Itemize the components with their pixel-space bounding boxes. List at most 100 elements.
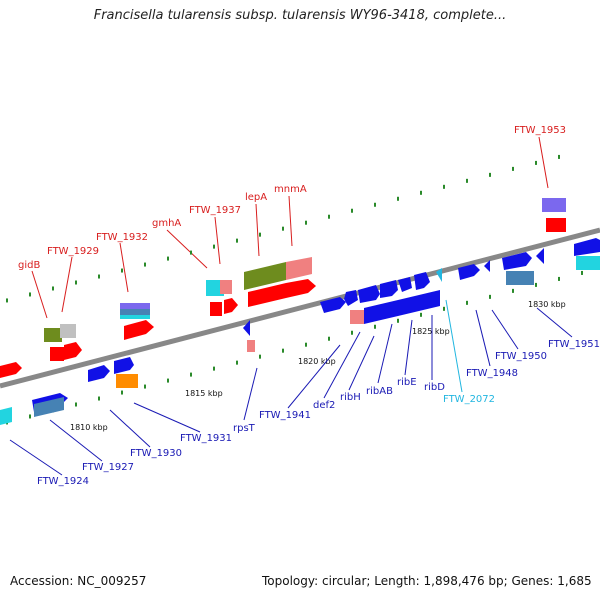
tick-mark [558, 276, 560, 281]
leader-line [287, 344, 341, 409]
gene-label-FTW_2072[interactable]: FTW_2072 [443, 394, 495, 405]
gene-label-FTW_1927[interactable]: FTW_1927 [82, 462, 134, 473]
gene-feature[interactable] [506, 271, 534, 285]
tick-mark [489, 294, 491, 299]
gene-feature[interactable] [542, 198, 566, 212]
leader-line [61, 256, 73, 313]
gene-feature[interactable] [114, 357, 134, 374]
map-title: Francisella tularensis subsp. tularensis… [93, 8, 507, 23]
gene-label-rpsT[interactable]: rpsT [233, 423, 256, 434]
gene-feature[interactable] [484, 260, 490, 272]
tick-mark [144, 384, 146, 389]
gene-label-mnmA[interactable]: mnmA [274, 184, 307, 195]
tick-mark [489, 172, 491, 177]
gene-label-ribD[interactable]: ribD [424, 382, 445, 393]
gene-label-FTW_1948[interactable]: FTW_1948 [466, 368, 518, 379]
gene-feature[interactable] [350, 310, 364, 324]
leader-line [133, 402, 201, 433]
tick-mark [75, 280, 77, 285]
gene-label-ribH[interactable]: ribH [340, 392, 361, 403]
gene-label-FTW_1931[interactable]: FTW_1931 [180, 433, 232, 444]
gene-feature[interactable] [120, 303, 150, 309]
gene-feature[interactable] [344, 290, 358, 306]
gene-label-def2[interactable]: def2 [313, 400, 335, 411]
gene-feature[interactable] [398, 290, 440, 316]
gene-feature[interactable] [220, 280, 232, 294]
gene-feature[interactable] [50, 347, 64, 361]
gene-label-ribAB[interactable]: ribAB [366, 386, 393, 397]
gene-feature[interactable] [88, 365, 110, 382]
gene-feature[interactable] [320, 297, 346, 313]
gene-feature[interactable] [458, 264, 480, 280]
gene-label-FTW_1932[interactable]: FTW_1932 [96, 232, 148, 243]
leader-line [119, 242, 129, 293]
gene-feature[interactable] [244, 262, 286, 290]
gene-label-FTW_1929[interactable]: FTW_1929 [47, 246, 99, 257]
gene-label-gmhA[interactable]: gmhA [152, 218, 181, 229]
gene-feature[interactable] [248, 283, 286, 307]
gene-label-ribE[interactable]: ribE [397, 377, 417, 388]
gene-feature[interactable] [436, 268, 442, 282]
tick-mark [75, 402, 77, 407]
gene-feature[interactable] [44, 328, 62, 342]
gene-feature[interactable] [243, 320, 250, 336]
tick-mark [535, 160, 537, 165]
gene-feature[interactable] [224, 298, 238, 314]
leader-line [491, 309, 519, 350]
gene-feature[interactable] [536, 248, 544, 264]
tick-mark [466, 178, 468, 183]
leader-line [31, 270, 48, 319]
gene-feature[interactable] [64, 342, 82, 360]
gene-label-FTW_1941[interactable]: FTW_1941 [259, 410, 311, 421]
tick-mark [121, 390, 123, 395]
gene-feature[interactable] [380, 280, 398, 298]
leader-line [348, 335, 375, 391]
tick-mark [305, 220, 307, 225]
gene-feature[interactable] [0, 362, 22, 378]
gene-feature[interactable] [116, 374, 138, 388]
tick-mark [167, 378, 169, 383]
gene-label-gidB[interactable]: gidB [18, 260, 40, 271]
gene-feature[interactable] [364, 300, 398, 324]
gene-feature[interactable] [398, 277, 412, 292]
gene-label-FTW_1937[interactable]: FTW_1937 [189, 205, 241, 216]
gene-label-FTW_1953[interactable]: FTW_1953 [514, 125, 566, 136]
gene-label-FTW_1924[interactable]: FTW_1924 [37, 476, 89, 487]
gene-feature[interactable] [358, 285, 380, 303]
gene-feature[interactable] [247, 340, 255, 352]
leader-line [243, 367, 258, 421]
gene-feature[interactable] [206, 280, 224, 296]
gene-feature[interactable] [414, 272, 430, 290]
tick-mark [420, 190, 422, 195]
tick-mark [443, 184, 445, 189]
gene-feature[interactable] [124, 320, 154, 340]
gene-feature[interactable] [120, 315, 150, 319]
gene-feature[interactable] [286, 257, 312, 280]
leader-line [475, 309, 491, 367]
leader-line [255, 203, 260, 257]
gene-feature[interactable] [574, 238, 600, 256]
tick-mark [351, 330, 353, 335]
gene-feature[interactable] [60, 324, 76, 338]
gene-feature[interactable] [502, 252, 532, 270]
gene-label-lepA[interactable]: lepA [245, 192, 267, 203]
gene-label-FTW_1950[interactable]: FTW_1950 [495, 351, 547, 362]
gene-feature[interactable] [120, 309, 150, 315]
tick-marks [6, 154, 583, 425]
gene-feature[interactable] [210, 302, 222, 316]
tick-mark [6, 298, 8, 303]
gene-label-FTW_1930[interactable]: FTW_1930 [130, 448, 182, 459]
gene-label-FTW_1951[interactable]: FTW_1951 [548, 339, 600, 350]
leader-line [109, 409, 151, 448]
gene-feature[interactable] [286, 279, 316, 298]
tick-mark [351, 208, 353, 213]
tick-mark [420, 312, 422, 317]
tick-mark [581, 270, 583, 275]
gene-feature[interactable] [576, 256, 600, 270]
gene-feature[interactable] [546, 218, 566, 232]
gene-feature[interactable] [0, 407, 12, 425]
tick-mark [535, 282, 537, 287]
gene-feature[interactable] [34, 397, 64, 417]
leader-line [9, 439, 63, 476]
